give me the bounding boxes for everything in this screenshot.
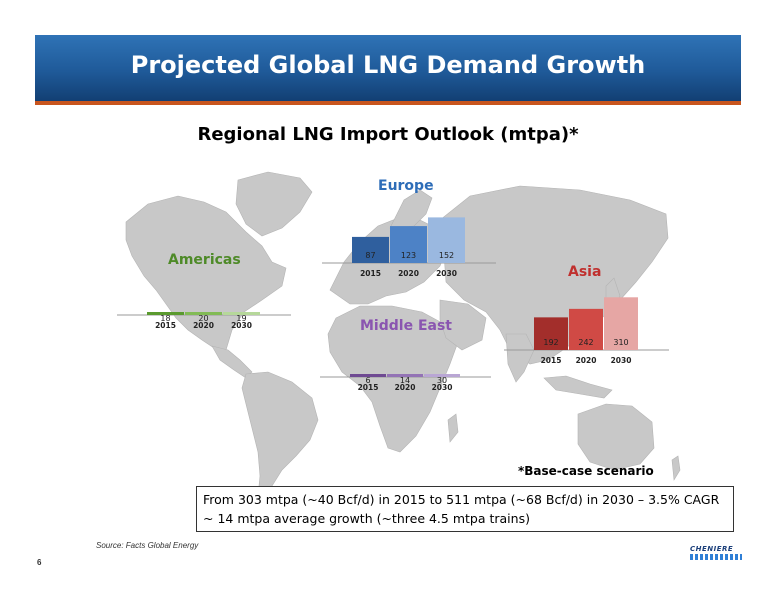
value-label-middle-east-2015: 6 [365,376,370,385]
year-label-europe-2015: 2015 [360,269,381,278]
south-america-shape [241,371,319,501]
year-label-asia-2015: 2015 [541,356,562,365]
bar-asia-2030 [604,297,638,350]
logo-stripes [690,554,742,560]
logo-wordmark: CHENIERE [690,545,734,553]
world-map [125,171,681,501]
greenland-shape [235,171,313,237]
year-label-americas-2015: 2015 [155,321,176,330]
value-label-asia-2015: 192 [543,338,558,347]
bar-middle-east-2030 [424,374,460,377]
value-label-middle-east-2020: 14 [400,376,410,385]
bar-europe-2030 [428,217,465,263]
value-label-middle-east-2030: 30 [437,376,447,385]
region-label-asia: Asia [568,264,601,280]
year-label-middle-east-2015: 2015 [358,383,379,392]
year-label-europe-2030: 2030 [436,269,457,278]
value-label-americas-2015: 18 [160,314,170,323]
value-label-europe-2030: 152 [439,251,454,260]
year-label-middle-east-2030: 2030 [432,383,453,392]
chart-subtitle: Regional LNG Import Outlook (mtpa)* [197,124,579,145]
title-banner: Projected Global LNG Demand Growth [35,35,741,105]
summary-box: From 303 mtpa (~40 Bcf/d) in 2015 to 511… [196,486,734,532]
value-label-europe-2020: 123 [401,251,416,260]
bar-middle-east-2020 [387,374,423,377]
africa-shape [327,305,459,453]
slide-title: Projected Global LNG Demand Growth [130,51,646,79]
year-label-asia-2030: 2030 [611,356,632,365]
value-label-europe-2015: 87 [365,251,375,260]
scandinavia-shape [389,189,433,229]
bar-asia-2015 [534,317,568,350]
year-label-americas-2020: 2020 [193,321,214,330]
source-note: Source: Facts Global Energy [96,541,199,550]
region-label-europe: Europe [378,178,434,194]
year-label-middle-east-2020: 2020 [395,383,416,392]
summary-line-2: ~ 14 mtpa average growth (~three 4.5 mtp… [203,511,530,526]
bar-asia-2020 [569,308,603,350]
year-label-europe-2020: 2020 [398,269,419,278]
bar-americas-2015 [147,312,184,315]
year-label-asia-2020: 2020 [576,356,597,365]
bar-europe-2020 [390,226,427,263]
company-logo: CHENIERE [690,545,742,567]
value-label-americas-2030: 19 [236,314,246,323]
bar-americas-2030 [223,312,260,315]
bar-americas-2020 [185,312,222,315]
india-shape [505,333,535,383]
bar-europe-2015 [352,236,389,263]
central-america-shape [211,345,253,379]
value-label-asia-2020: 242 [578,338,593,347]
year-label-americas-2030: 2030 [231,321,252,330]
bar-middle-east-2015 [350,374,386,377]
summary-line-1: From 303 mtpa (~40 Bcf/d) in 2015 to 511… [203,492,720,507]
indonesia-shape [543,375,613,399]
value-label-americas-2020: 20 [198,314,208,323]
page-number: 6 [37,558,42,567]
north-america-shape [125,195,287,351]
footnote: *Base-case scenario [518,464,654,478]
madagascar-shape [447,413,459,443]
region-label-americas: Americas [168,252,241,268]
new-zealand-shape [671,455,681,481]
region-label-middle-east: Middle East [360,318,452,334]
arabia-shape [439,299,487,351]
value-label-asia-2030: 310 [613,338,628,347]
australia-shape [577,403,655,471]
